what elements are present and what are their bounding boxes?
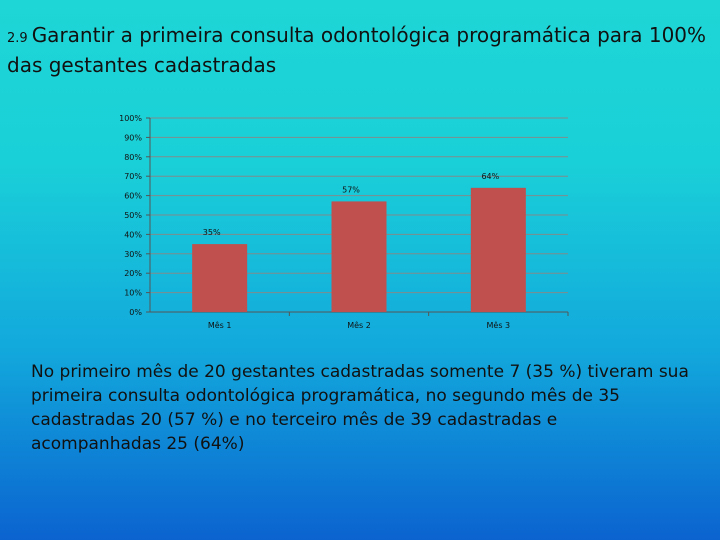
y-tick-label: 80% (124, 153, 142, 162)
y-tick-label: 40% (124, 230, 142, 239)
y-tick-label: 30% (124, 250, 142, 259)
y-tick-label: 0% (129, 308, 142, 317)
bar (331, 201, 387, 312)
slide-title-number: 2.9 (7, 31, 28, 46)
data-label: 64% (481, 172, 499, 181)
y-tick-label: 60% (124, 192, 142, 201)
bar (470, 187, 526, 312)
data-label: 35% (203, 228, 221, 237)
chart-caption: No primeiro mês de 20 gestantes cadastra… (31, 362, 689, 454)
x-tick-label: Mês 1 (208, 320, 232, 330)
x-tick-label: Mês 3 (487, 320, 511, 330)
y-tick-label: 70% (124, 172, 142, 181)
y-tick-label: 10% (124, 289, 142, 298)
bar (192, 244, 248, 312)
data-label: 57% (342, 185, 360, 194)
y-tick-label: 50% (124, 211, 142, 220)
y-tick-label: 20% (124, 269, 142, 278)
slide-title: 2.9 Garantir a primeira consulta odontoló… (7, 22, 707, 78)
x-tick-label: Mês 2 (347, 320, 371, 330)
y-tick-label: 100% (119, 114, 142, 123)
y-tick-label: 90% (124, 133, 142, 142)
slide-title-text: Garantir a primeira consulta odontológic… (7, 23, 707, 77)
